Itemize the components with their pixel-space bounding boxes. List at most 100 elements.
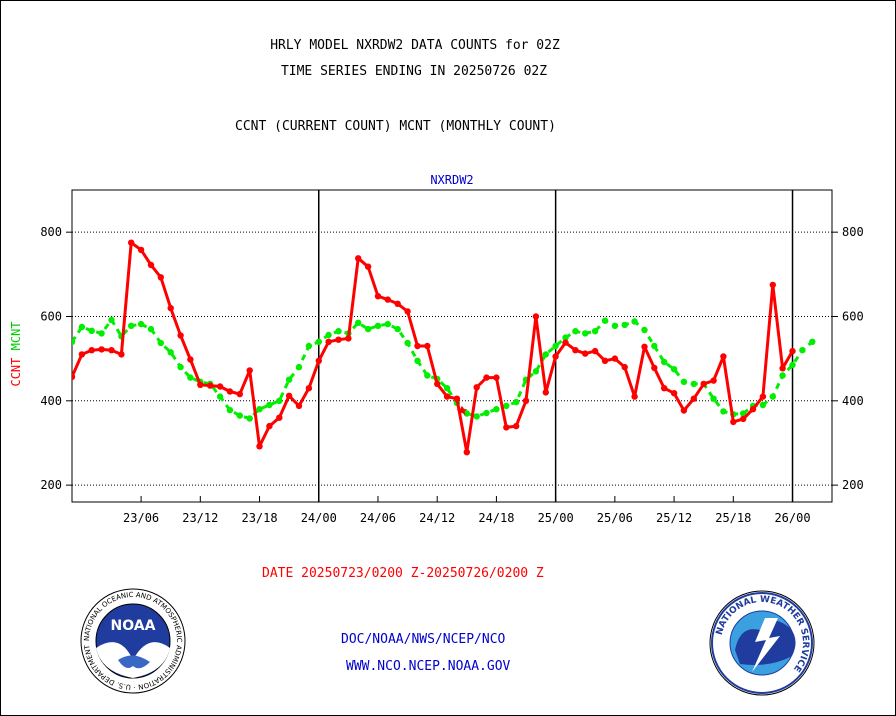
data-point-ccnt [394, 300, 401, 307]
y-tick-label-left: 800 [40, 225, 62, 239]
data-point-mcnt [394, 325, 401, 333]
website-link[interactable]: WWW.NCO.NCEP.NOAA.GOV [346, 659, 511, 674]
data-point-ccnt [483, 374, 490, 381]
data-point-ccnt [513, 422, 520, 430]
data-point-mcnt [532, 368, 540, 375]
data-point-ccnt [473, 384, 480, 391]
data-point-mcnt [256, 406, 263, 413]
data-point-ccnt [700, 380, 707, 388]
data-point-ccnt [552, 353, 559, 360]
data-point-mcnt [670, 366, 678, 373]
data-point-ccnt [443, 393, 451, 400]
data-point-mcnt [295, 363, 303, 371]
data-point-mcnt [651, 342, 658, 350]
data-point-ccnt [463, 449, 470, 456]
data-point-ccnt [266, 422, 273, 430]
data-point-mcnt [88, 327, 95, 334]
data-point-ccnt [384, 296, 391, 303]
data-point-ccnt [128, 239, 135, 246]
data-point-mcnt [799, 347, 806, 354]
data-point-mcnt [591, 328, 599, 335]
x-tick-label: 23/18 [241, 511, 277, 525]
data-point-ccnt [779, 365, 786, 372]
data-point-mcnt [384, 320, 391, 328]
data-point-mcnt [246, 415, 253, 422]
data-point-ccnt [769, 281, 776, 289]
data-point-mcnt [631, 318, 638, 325]
data-point-mcnt [424, 372, 431, 379]
data-point-ccnt [651, 364, 658, 372]
data-point-ccnt [730, 418, 737, 426]
data-point-ccnt [789, 347, 796, 355]
data-point-ccnt [641, 343, 648, 350]
data-point-ccnt [503, 424, 510, 431]
data-point-mcnt [759, 401, 767, 409]
data-point-ccnt [493, 374, 500, 381]
y-tick-label-left: 400 [40, 394, 62, 408]
data-point-mcnt [147, 325, 155, 333]
data-point-ccnt [187, 356, 194, 363]
data-point-mcnt [98, 330, 105, 337]
data-point-ccnt [661, 385, 668, 392]
data-point-mcnt [305, 342, 313, 350]
x-tick-label: 25/12 [656, 511, 692, 525]
data-point-ccnt [167, 304, 174, 312]
data-point-mcnt [128, 322, 135, 329]
data-point-mcnt [661, 358, 668, 366]
y-tick-label-right: 200 [842, 478, 864, 492]
data-point-ccnt [226, 388, 234, 395]
y-axis-label: CCNT MCNT [9, 321, 23, 386]
x-tick-label: 24/12 [419, 511, 455, 525]
data-point-mcnt [572, 328, 579, 335]
data-point-ccnt [207, 382, 214, 389]
data-point-ccnt [325, 338, 332, 345]
data-point-ccnt [295, 402, 303, 410]
data-point-mcnt [167, 349, 174, 356]
data-point-mcnt [177, 363, 184, 371]
data-point-mcnt [562, 334, 569, 341]
x-tick-label: 23/12 [182, 511, 218, 525]
data-point-mcnt [720, 408, 727, 415]
data-point-mcnt [216, 393, 224, 400]
y-tick-label-right: 600 [842, 309, 864, 323]
data-point-ccnt [118, 351, 125, 358]
data-point-mcnt [335, 328, 342, 335]
data-point-ccnt [453, 395, 461, 402]
data-point-ccnt [335, 336, 342, 343]
data-point-ccnt [276, 414, 283, 421]
data-point-mcnt [690, 380, 697, 388]
x-tick-label: 25/00 [538, 511, 574, 525]
data-point-ccnt [582, 350, 589, 357]
data-point-mcnt [710, 395, 717, 402]
data-point-ccnt [562, 339, 569, 346]
data-point-ccnt [137, 246, 145, 254]
data-point-ccnt [216, 383, 224, 390]
data-point-ccnt [364, 263, 372, 270]
data-point-ccnt [197, 381, 204, 388]
data-point-mcnt [503, 402, 510, 410]
data-point-mcnt [72, 338, 76, 345]
data-point-mcnt [601, 317, 609, 324]
data-point-ccnt [690, 395, 697, 402]
data-point-ccnt [147, 261, 155, 269]
data-point-ccnt [680, 407, 688, 414]
agency-label: DOC/NOAA/NWS/NCEP/NCO [341, 632, 506, 647]
data-point-mcnt [187, 374, 194, 381]
data-point-mcnt [463, 410, 470, 417]
plot-area [71, 189, 833, 503]
data-point-mcnt [137, 320, 145, 328]
data-point-ccnt [345, 335, 352, 342]
data-point-ccnt [305, 385, 313, 392]
data-point-ccnt [542, 389, 549, 396]
data-point-mcnt [611, 322, 619, 329]
data-point-mcnt [355, 319, 362, 326]
data-point-mcnt [364, 325, 372, 333]
data-point-ccnt [285, 392, 293, 399]
data-point-mcnt [404, 339, 411, 347]
data-point-mcnt [621, 321, 628, 329]
data-point-ccnt [611, 355, 619, 362]
chart-title-line1: HRLY MODEL NXRDW2 DATA COUNTS for 02Z [270, 38, 560, 53]
data-point-ccnt [670, 390, 678, 397]
data-point-mcnt [769, 393, 776, 400]
y-tick-label-left: 600 [40, 309, 62, 323]
